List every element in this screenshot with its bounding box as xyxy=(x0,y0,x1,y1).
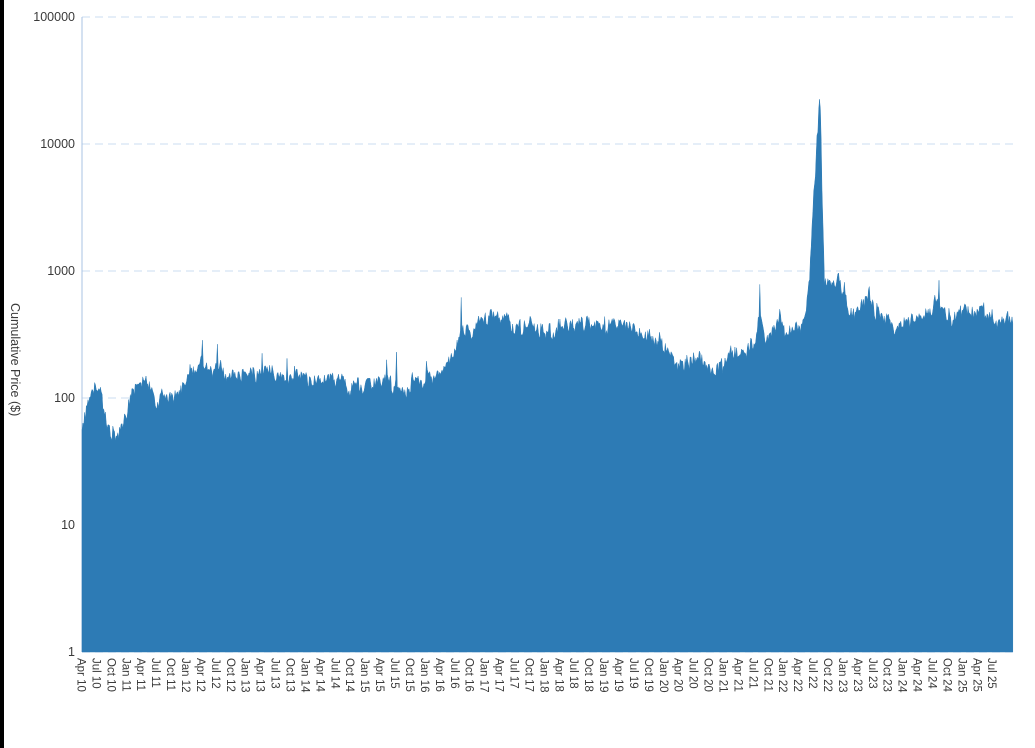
x-tick-label: Jan 13 xyxy=(239,658,251,693)
x-tick-label: Oct 19 xyxy=(642,658,654,692)
x-tick-label: Jul 17 xyxy=(507,658,519,689)
price-area-series xyxy=(81,99,1014,653)
x-tick-label: Jul 16 xyxy=(448,658,460,689)
x-tick-label: Jan 23 xyxy=(836,658,848,693)
x-tick-label: Jul 13 xyxy=(269,658,281,689)
x-tick-label: Oct 13 xyxy=(284,658,296,692)
y-tick-label: 10 xyxy=(61,518,75,532)
x-tick-label: Jul 23 xyxy=(866,658,878,689)
x-tick-label: Jul 24 xyxy=(926,658,938,689)
x-tick-label: Apr 16 xyxy=(433,658,445,692)
x-tick-label: Apr 10 xyxy=(75,658,87,692)
x-tick-label: Oct 17 xyxy=(522,658,534,692)
x-tick-label: Jan 24 xyxy=(896,658,908,693)
x-tick-label: Oct 20 xyxy=(702,658,714,692)
x-tick-label: Jul 19 xyxy=(627,658,639,689)
x-tick-label: Jul 25 xyxy=(985,658,997,689)
x-tick-label: Jul 20 xyxy=(687,658,699,689)
x-tick-label: Jul 12 xyxy=(209,658,221,689)
x-tick-label: Jul 14 xyxy=(328,658,340,689)
x-tick-label: Apr 21 xyxy=(731,658,743,692)
x-tick-label: Apr 25 xyxy=(970,658,982,692)
x-tick-label: Apr 13 xyxy=(254,658,266,692)
x-tick-label: Jan 19 xyxy=(597,658,609,693)
x-tick-label: Oct 12 xyxy=(224,658,236,692)
x-tick-label: Jul 10 xyxy=(89,658,101,689)
x-tick-label: Oct 21 xyxy=(761,658,773,692)
x-tick-label: Jul 18 xyxy=(567,658,579,689)
x-tick-label: Jan 17 xyxy=(478,658,490,693)
x-tick-label: Oct 14 xyxy=(343,658,355,692)
x-tick-label: Apr 11 xyxy=(134,658,146,691)
y-tick-label: 100 xyxy=(54,391,75,405)
x-tick-label: Jan 16 xyxy=(418,658,430,693)
x-tick-label: Oct 24 xyxy=(940,658,952,692)
x-tick-label: Jan 22 xyxy=(776,658,788,693)
x-tick-label: Jan 20 xyxy=(657,658,669,693)
x-tick-label: Oct 22 xyxy=(821,658,833,692)
x-tick-label: Jul 22 xyxy=(806,658,818,689)
y-tick-label: 10000 xyxy=(40,137,75,151)
y-axis-tick-labels: 1 10 100 1000 10000 100000 xyxy=(33,10,75,659)
x-tick-label: Apr 18 xyxy=(552,658,564,692)
x-tick-label: Oct 16 xyxy=(463,658,475,692)
y-tick-label: 1 xyxy=(68,645,75,659)
x-tick-label: Apr 22 xyxy=(791,658,803,692)
x-tick-label: Jan 12 xyxy=(179,658,191,693)
x-tick-label: Apr 19 xyxy=(612,658,624,692)
y-tick-label: 1000 xyxy=(47,264,75,278)
x-tick-label: Oct 18 xyxy=(582,658,594,692)
y-axis-title: Cumulative Price ($) xyxy=(8,303,22,416)
x-tick-label: Oct 23 xyxy=(881,658,893,692)
x-tick-label: Apr 17 xyxy=(493,658,505,692)
x-axis-tick-labels: Apr 10 Jul 10 Oct 10 Jan 11 Apr 11 Jul 11 Oct … xyxy=(75,658,998,693)
x-tick-label: Jan 21 xyxy=(716,658,728,693)
x-tick-label: Jul 21 xyxy=(746,658,758,689)
x-tick-label: Oct 11 xyxy=(164,658,176,691)
x-tick-label: Jul 15 xyxy=(388,658,400,689)
x-tick-label: Apr 24 xyxy=(911,658,923,692)
x-tick-label: Apr 15 xyxy=(373,658,385,692)
x-tick-label: Apr 23 xyxy=(851,658,863,692)
x-tick-label: Oct 15 xyxy=(403,658,415,692)
left-edge-bar xyxy=(0,0,4,748)
x-tick-label: Apr 14 xyxy=(313,658,325,692)
x-tick-label: Jan 15 xyxy=(358,658,370,693)
x-tick-label: Jul 11 xyxy=(149,658,161,688)
x-tick-label: Apr 12 xyxy=(194,658,206,692)
x-tick-label: Jan 14 xyxy=(298,658,310,693)
x-tick-label: Jan 11 xyxy=(119,658,131,692)
x-tick-label: Jan 18 xyxy=(537,658,549,693)
x-tick-label: Apr 20 xyxy=(672,658,684,692)
y-tick-label: 100000 xyxy=(33,10,75,24)
x-tick-label: Oct 10 xyxy=(104,658,116,692)
x-tick-label: Jan 25 xyxy=(955,658,967,693)
